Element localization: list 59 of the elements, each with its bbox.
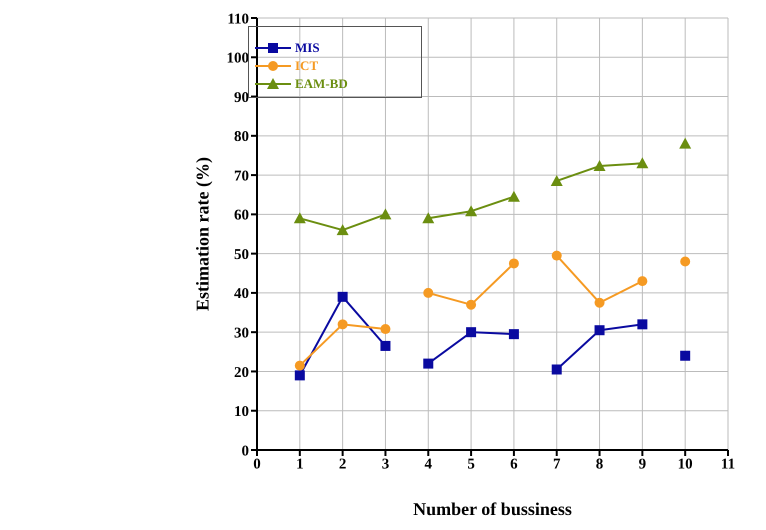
point xyxy=(294,360,305,371)
y-tick-label: 40 xyxy=(234,286,249,302)
y-tick-label: 30 xyxy=(234,326,249,342)
y-tick-label: 10 xyxy=(234,404,249,420)
y-tick-label: 70 xyxy=(234,168,249,184)
point xyxy=(636,157,648,168)
point xyxy=(294,370,305,380)
point xyxy=(465,205,478,216)
point xyxy=(294,212,306,224)
x-tick-label: 10 xyxy=(678,456,693,473)
y-tick-label: 60 xyxy=(234,208,249,224)
x-tick-label: 9 xyxy=(638,456,646,473)
legend-label: ICT xyxy=(295,58,318,74)
x-tick-label: 5 xyxy=(467,456,475,473)
point xyxy=(594,298,605,308)
point xyxy=(552,364,562,374)
point xyxy=(380,324,390,334)
point xyxy=(594,325,605,336)
point xyxy=(379,208,392,220)
y-tick-label: 110 xyxy=(227,11,249,28)
point xyxy=(338,292,348,302)
x-tick-label: 6 xyxy=(510,456,518,473)
x-tick-label: 1 xyxy=(296,456,304,473)
point xyxy=(423,288,434,298)
point xyxy=(422,212,434,224)
point xyxy=(550,174,563,186)
point xyxy=(466,327,476,338)
y-tick-label: 50 xyxy=(234,246,249,263)
x-tick-label: 7 xyxy=(552,456,561,473)
point xyxy=(594,160,606,172)
x-tick-label: 0 xyxy=(253,456,261,473)
point xyxy=(336,224,349,236)
point xyxy=(508,258,519,268)
point xyxy=(552,250,562,261)
x-tick-label: 11 xyxy=(720,456,736,473)
legend-label: MIS xyxy=(295,40,320,56)
x-tick-label: 2 xyxy=(338,456,346,473)
y-tick-label: 20 xyxy=(234,364,249,381)
y-axis-title: Estimation rate (%) xyxy=(192,157,212,311)
legend-label: EAM-BD xyxy=(295,76,348,92)
x-tick-label: 8 xyxy=(596,456,604,473)
point xyxy=(380,340,390,351)
y-tick-label: 80 xyxy=(234,129,249,146)
point xyxy=(680,256,690,266)
x-axis-title: Number of bussiness xyxy=(413,498,572,519)
point xyxy=(637,276,648,286)
point xyxy=(637,319,648,330)
point xyxy=(466,300,476,310)
point xyxy=(508,329,519,340)
point xyxy=(680,350,690,361)
y-tick-label: 0 xyxy=(242,443,249,460)
y-tick-label: 90 xyxy=(234,90,249,106)
point xyxy=(679,138,692,149)
x-tick-label: 4 xyxy=(424,456,433,473)
point xyxy=(423,358,434,369)
x-tick-label: 3 xyxy=(382,456,390,473)
y-tick-label: 100 xyxy=(226,50,249,67)
point xyxy=(508,190,520,202)
point xyxy=(338,319,348,330)
